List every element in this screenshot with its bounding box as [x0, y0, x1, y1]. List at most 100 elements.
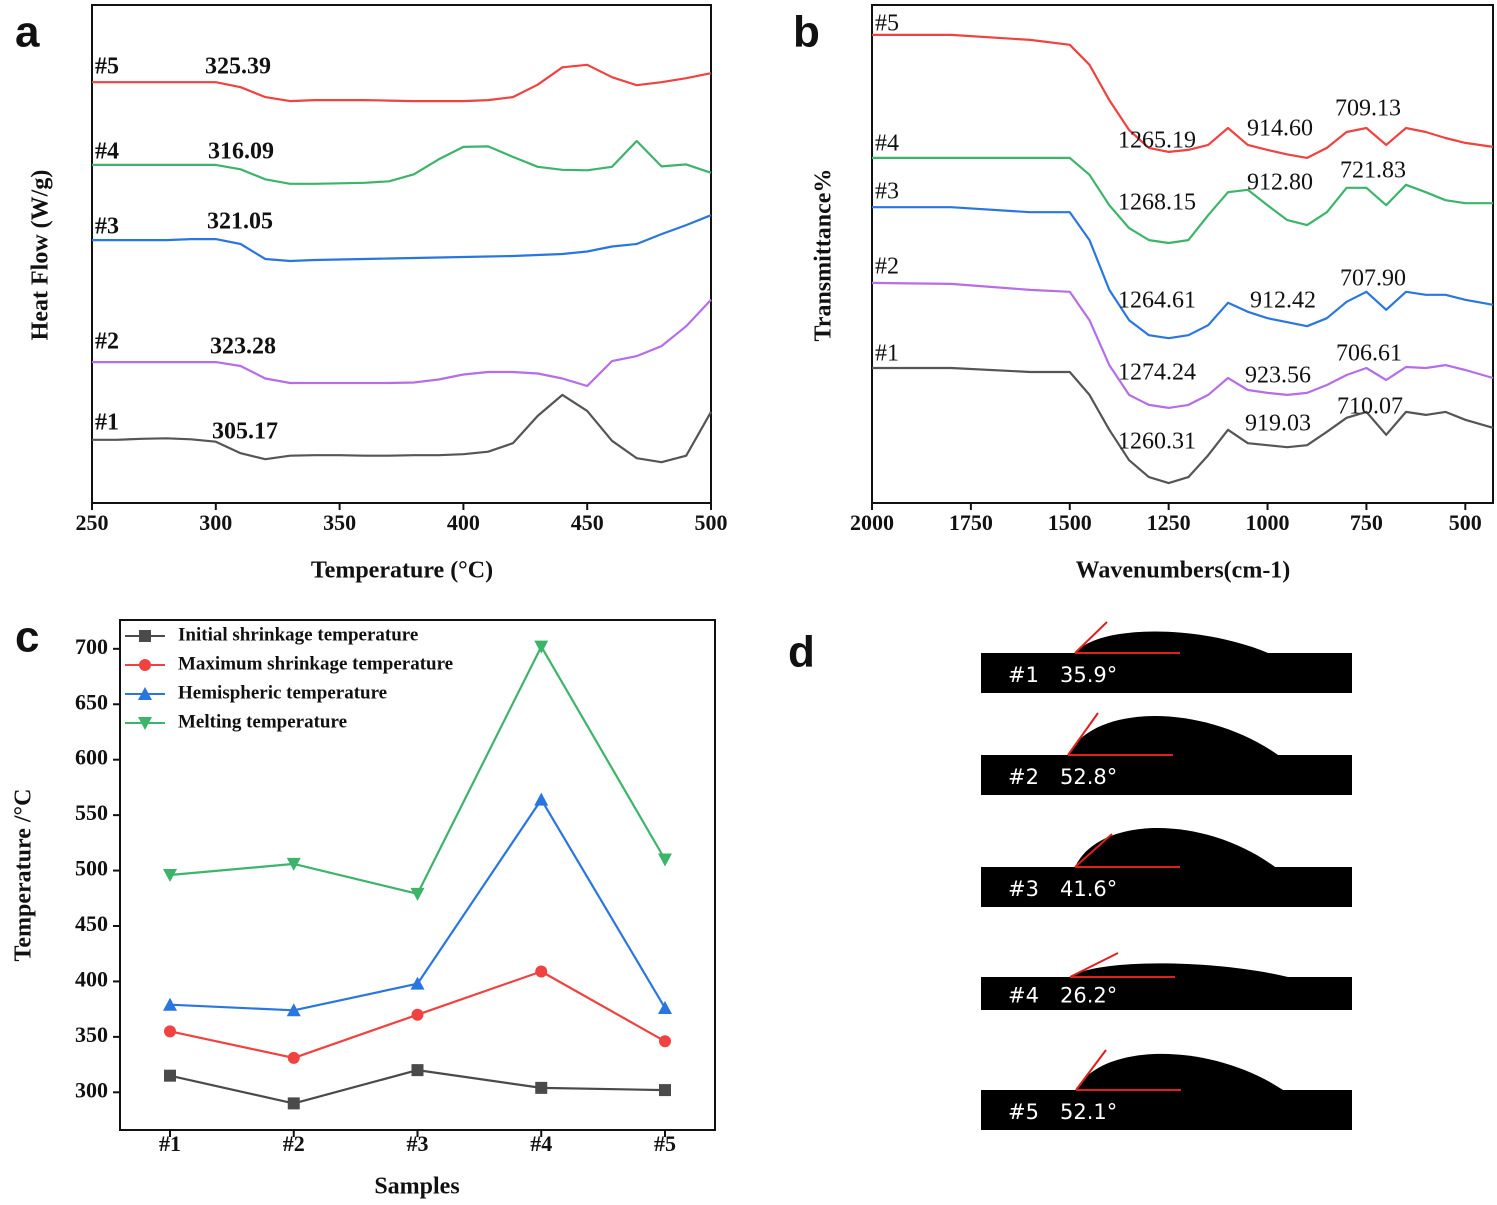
- x-tick-label: 500: [1449, 510, 1482, 535]
- series-label: #4: [95, 139, 119, 165]
- substrate: [981, 867, 1352, 907]
- marker: [138, 687, 152, 700]
- sample-label: #4: [1008, 984, 1039, 1008]
- panel-label: a: [15, 8, 40, 57]
- series-line: [92, 299, 712, 388]
- x-axis-title: Temperature (°C): [311, 558, 493, 584]
- angle-label: 52.8°: [1060, 765, 1117, 789]
- marker: [535, 965, 548, 978]
- marker: [286, 1003, 301, 1017]
- marker: [410, 887, 425, 901]
- annotation: 919.03: [1245, 411, 1311, 437]
- annotation: 914.60: [1247, 116, 1313, 142]
- marker: [658, 853, 672, 867]
- panel-label: d: [788, 628, 815, 677]
- x-tick-label: 350: [323, 510, 356, 535]
- y-axis-title: Temperature /°C: [11, 789, 37, 962]
- x-tick-label: #4: [530, 1131, 552, 1156]
- marker: [658, 1001, 672, 1015]
- annotation: 1264.61: [1118, 288, 1196, 314]
- marker: [534, 640, 549, 654]
- series-label: #5: [95, 54, 119, 80]
- series-label: #1: [875, 341, 899, 367]
- plot-frame: [871, 4, 1494, 504]
- series-label: #3: [95, 214, 119, 240]
- series-line: [92, 214, 712, 263]
- y-tick-label: 700: [75, 634, 108, 659]
- series-label: #3: [875, 179, 899, 205]
- series-line: [92, 393, 712, 464]
- series-line: [872, 33, 1494, 159]
- y-tick-label: 300: [75, 1077, 108, 1102]
- x-tick-label: 400: [447, 510, 480, 535]
- x-tick-label: 750: [1350, 510, 1383, 535]
- legend-label: Melting temperature: [178, 711, 347, 732]
- y-tick-label: 650: [75, 689, 108, 714]
- series-label: #2: [95, 329, 119, 355]
- tangent-marker: [1067, 712, 1099, 756]
- annotation: 321.05: [207, 209, 273, 235]
- substrate: [981, 1090, 1352, 1130]
- annotation: 707.90: [1340, 266, 1406, 292]
- x-tick-label: 1750: [949, 510, 993, 535]
- annotation: 710.07: [1337, 394, 1403, 420]
- marker: [411, 1008, 424, 1021]
- annotation: 912.80: [1247, 170, 1313, 196]
- tangent-marker: [1074, 833, 1113, 868]
- annotation: 1265.19: [1118, 128, 1196, 154]
- legend-label: Initial shrinkage temperature: [178, 624, 418, 645]
- annotation: 912.42: [1250, 288, 1316, 314]
- droplet: [1068, 716, 1278, 755]
- marker: [139, 659, 151, 671]
- annotation: 1260.31: [1118, 429, 1196, 455]
- marker: [659, 1084, 671, 1097]
- x-tick-label: 450: [571, 510, 604, 535]
- marker: [164, 1025, 176, 1038]
- annotation: 323.28: [210, 334, 276, 360]
- y-tick-label: 400: [75, 966, 108, 991]
- marker: [164, 1069, 176, 1082]
- annotation: 721.83: [1340, 158, 1406, 184]
- series-line: [92, 63, 712, 103]
- x-tick-label: #3: [407, 1131, 429, 1156]
- substrate: [981, 977, 1352, 1010]
- x-tick-label: 1500: [1048, 510, 1092, 535]
- angle-label: 35.9°: [1060, 663, 1117, 687]
- legend-label: Hemispheric temperature: [178, 682, 387, 703]
- annotation: 316.09: [208, 139, 274, 165]
- series-label: #2: [875, 254, 899, 280]
- x-tick-label: 1000: [1246, 510, 1290, 535]
- series-line: [872, 156, 1493, 245]
- x-tick-label: 300: [199, 510, 232, 535]
- tangent-marker: [1075, 1049, 1107, 1091]
- y-axis-title: Transmittance%: [811, 169, 837, 342]
- annotation: 923.56: [1245, 363, 1311, 389]
- series-line: [871, 281, 1494, 409]
- tangent-marker: [1069, 952, 1119, 978]
- y-tick-label: 450: [75, 911, 108, 936]
- marker: [163, 869, 177, 882]
- panel-label: c: [15, 613, 39, 662]
- x-tick-label: 250: [76, 510, 109, 535]
- marker: [410, 976, 425, 990]
- annotation: 1274.24: [1118, 360, 1196, 386]
- marker: [659, 1035, 671, 1048]
- x-tick-label: 1250: [1147, 510, 1191, 535]
- series-line: [92, 139, 712, 185]
- sample-label: #1: [1008, 663, 1039, 687]
- x-tick-label: #1: [159, 1131, 181, 1156]
- annotation: 706.61: [1336, 341, 1402, 367]
- angle-label: 41.6°: [1060, 877, 1117, 901]
- plot-frame: [91, 4, 712, 504]
- y-tick-label: 550: [75, 800, 108, 825]
- y-tick-label: 350: [75, 1022, 108, 1047]
- x-axis-title: Wavenumbers(cm-1): [1076, 558, 1291, 584]
- series-line: [872, 366, 1494, 485]
- x-tick-label: 500: [695, 510, 728, 535]
- x-tick-label: #5: [654, 1131, 676, 1156]
- legend-label: Maximum shrinkage temperature: [178, 653, 453, 674]
- panel-label: b: [793, 8, 820, 57]
- series-label: #4: [875, 131, 899, 157]
- marker: [139, 630, 151, 642]
